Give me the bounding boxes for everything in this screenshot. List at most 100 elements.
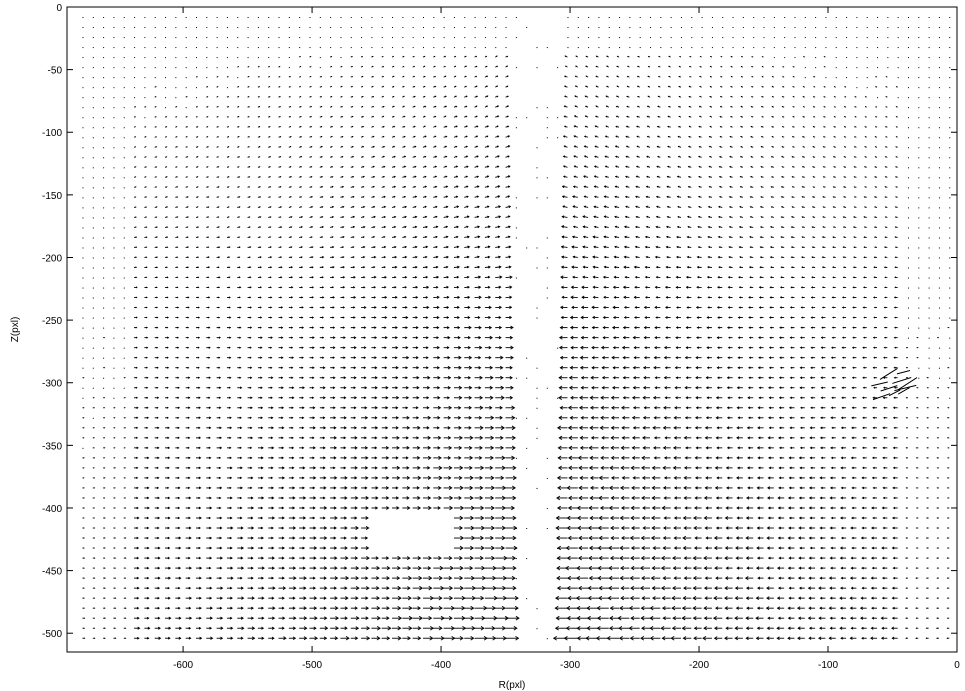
vector-arrowhead [813, 76, 815, 78]
vector-arrowhead [656, 125, 659, 128]
vector-arrowhead [477, 255, 480, 259]
vector-arrowhead [217, 186, 220, 188]
vector-arrowhead [434, 65, 436, 68]
vector-arrowhead [781, 105, 784, 108]
vector-arrowhead [802, 86, 805, 88]
vector-arrowhead [299, 86, 302, 88]
vector-arrowhead [320, 105, 323, 108]
vector-dot [835, 37, 837, 39]
vector-arrowhead [719, 115, 722, 118]
vector-dot [216, 37, 218, 39]
vector-arrowhead [299, 76, 302, 78]
vector-dot [340, 57, 342, 59]
vector-dot [423, 47, 424, 49]
vector-dot [804, 77, 806, 79]
vector-dot [608, 47, 610, 49]
vector-dot [92, 367, 94, 369]
vector-arrowhead [759, 236, 762, 239]
vector-dot [175, 77, 177, 79]
vector-dot [144, 17, 146, 19]
vector-arrowhead [885, 116, 887, 118]
vector-arrowhead [832, 256, 835, 259]
vector-dot [309, 17, 311, 19]
vector-dot [907, 107, 909, 109]
vector-dot [536, 307, 538, 309]
vector-arrowhead [770, 206, 773, 208]
vector-arrowhead [383, 256, 387, 259]
vector-arrowhead [269, 226, 272, 228]
vector-arrowhead [248, 216, 251, 218]
vector-arrowhead [688, 125, 691, 128]
vector-arrowhead [279, 146, 282, 148]
vector-arrowhead [361, 85, 364, 88]
vector-arrowhead [145, 266, 148, 269]
vector-arrowhead [687, 175, 690, 178]
vector-arrowhead [636, 75, 639, 78]
vector-arrowhead [564, 75, 567, 78]
vector-arrowhead [373, 235, 376, 239]
vector-arrowhead [625, 135, 628, 138]
vector-arrowhead [331, 216, 335, 219]
vector-arrowhead [414, 205, 417, 208]
vector-arrowhead [145, 276, 148, 279]
vector-arrowhead [320, 86, 323, 88]
vector-dot [650, 47, 652, 49]
vector-arrowhead [678, 115, 680, 118]
vector-dot [206, 17, 208, 19]
vector-dot [918, 187, 920, 189]
vector-arrowhead [802, 126, 805, 128]
vector-arrowhead [403, 125, 406, 128]
vector-arrowhead [227, 126, 230, 128]
vector-arrowhead [636, 85, 639, 88]
vector-arrowhead [383, 205, 387, 209]
vector-dot [938, 267, 940, 269]
vector-arrowhead [616, 75, 618, 78]
vector-dot [629, 27, 631, 29]
vector-arrowhead [372, 55, 374, 58]
vector-arrowhead [791, 186, 794, 188]
vector-dot [123, 217, 125, 219]
vector-arrowhead [874, 206, 876, 208]
vector-arrowhead [207, 246, 210, 249]
vector-dot [134, 97, 136, 99]
vector-dot [402, 17, 404, 19]
vector-arrowhead [352, 195, 355, 198]
vector-arrowhead [832, 236, 835, 239]
vector-dot [226, 27, 228, 29]
vector-arrowhead [434, 115, 437, 118]
vector-dot [949, 237, 951, 239]
vector-arrowhead [165, 126, 168, 128]
vector-arrowhead [709, 76, 712, 78]
vector-arrowhead [842, 216, 845, 219]
vector-dot [866, 57, 868, 59]
vector-arrowhead [615, 165, 618, 168]
vector-dot [423, 17, 424, 19]
vector-dot [907, 127, 909, 129]
vector-arrowhead [574, 105, 577, 108]
vector-arrowhead [487, 195, 490, 198]
vector-arrowhead [636, 155, 639, 158]
vector-dot [82, 267, 84, 269]
vector-arrowhead [761, 116, 763, 118]
vector-dot [515, 207, 517, 209]
vector-arrowhead [575, 55, 577, 58]
vector-arrowhead [687, 206, 690, 208]
vector-arrowhead [134, 176, 137, 178]
vector-arrowhead [290, 226, 293, 229]
vector-dot [82, 257, 84, 259]
vector-arrowhead [176, 296, 179, 299]
vector-dot [938, 137, 940, 139]
vector-arrowhead [812, 106, 815, 108]
vector-dot [949, 37, 951, 39]
vector-arrowhead [268, 86, 271, 88]
vector-arrowhead [382, 105, 385, 108]
vector-dot [103, 167, 105, 169]
vector-arrowhead [873, 306, 876, 309]
vector-arrowhead [404, 215, 407, 219]
vector-arrowhead [218, 346, 221, 349]
vector-arrowhead [832, 156, 835, 158]
vector-dot [103, 127, 105, 129]
vector-arrowhead [645, 225, 649, 229]
vector-dot [412, 47, 414, 49]
vector-dot [846, 27, 848, 29]
